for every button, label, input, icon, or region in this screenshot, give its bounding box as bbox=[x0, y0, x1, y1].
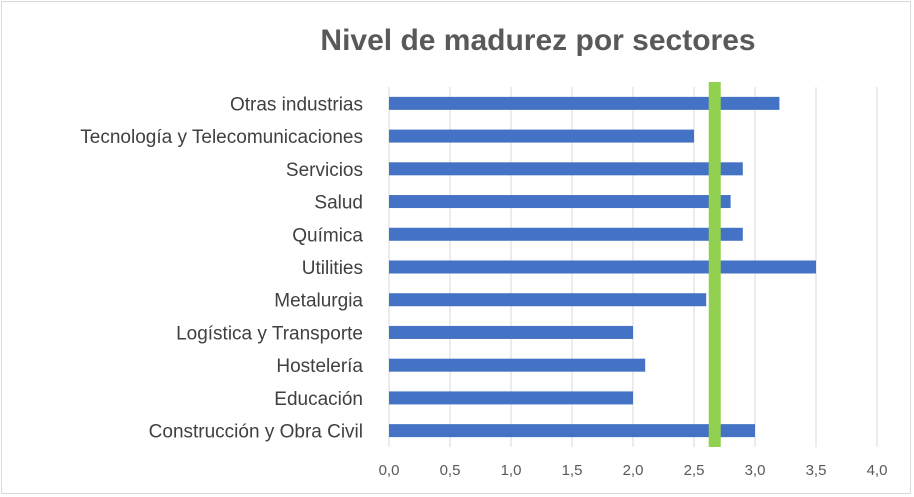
bar bbox=[389, 325, 633, 339]
category-label: Servicios bbox=[286, 160, 363, 181]
x-tick-label: 4,0 bbox=[867, 462, 888, 479]
category-label: Tecnología y Telecomunicaciones bbox=[80, 127, 363, 148]
bars bbox=[389, 96, 816, 438]
category-label: Utilities bbox=[302, 258, 363, 279]
category-labels: Construcción y Obra Civil Educación Hostel… bbox=[80, 94, 363, 442]
bar bbox=[389, 424, 755, 438]
chart-title: Nivel de madurez por sectores bbox=[320, 24, 756, 57]
bar bbox=[389, 293, 707, 307]
x-tick-label: 3,5 bbox=[806, 462, 827, 479]
category-label: Química bbox=[292, 225, 363, 246]
bar bbox=[389, 358, 646, 372]
reference-line-group bbox=[708, 82, 721, 447]
category-label: Construcción y Obra Civil bbox=[149, 422, 363, 443]
category-label: Educación bbox=[274, 389, 363, 410]
bar bbox=[389, 162, 743, 176]
category-label: Hostelería bbox=[276, 356, 363, 377]
x-tick-label: 1,0 bbox=[501, 462, 522, 479]
bar bbox=[389, 195, 731, 209]
bar bbox=[389, 391, 633, 405]
bar bbox=[389, 227, 743, 241]
x-tick-labels: 0,0 0,5 1,0 1,5 2,0 2,5 3,0 3,5 4,0 bbox=[379, 462, 888, 479]
x-tick-label: 3,0 bbox=[745, 462, 766, 479]
bar bbox=[389, 129, 694, 143]
x-tick-label: 2,0 bbox=[623, 462, 644, 479]
category-label: Logística y Transporte bbox=[176, 323, 363, 344]
category-label: Otras industrias bbox=[230, 94, 363, 115]
bar bbox=[389, 96, 780, 110]
category-label: Metalurgia bbox=[274, 291, 363, 312]
x-tick-label: 2,5 bbox=[684, 462, 705, 479]
x-tick-label: 0,0 bbox=[379, 462, 400, 479]
reference-line bbox=[708, 82, 721, 447]
bar bbox=[389, 260, 816, 274]
category-label: Salud bbox=[314, 193, 363, 214]
x-tick-label: 1,5 bbox=[562, 462, 583, 479]
x-tick-label: 0,5 bbox=[440, 462, 461, 479]
